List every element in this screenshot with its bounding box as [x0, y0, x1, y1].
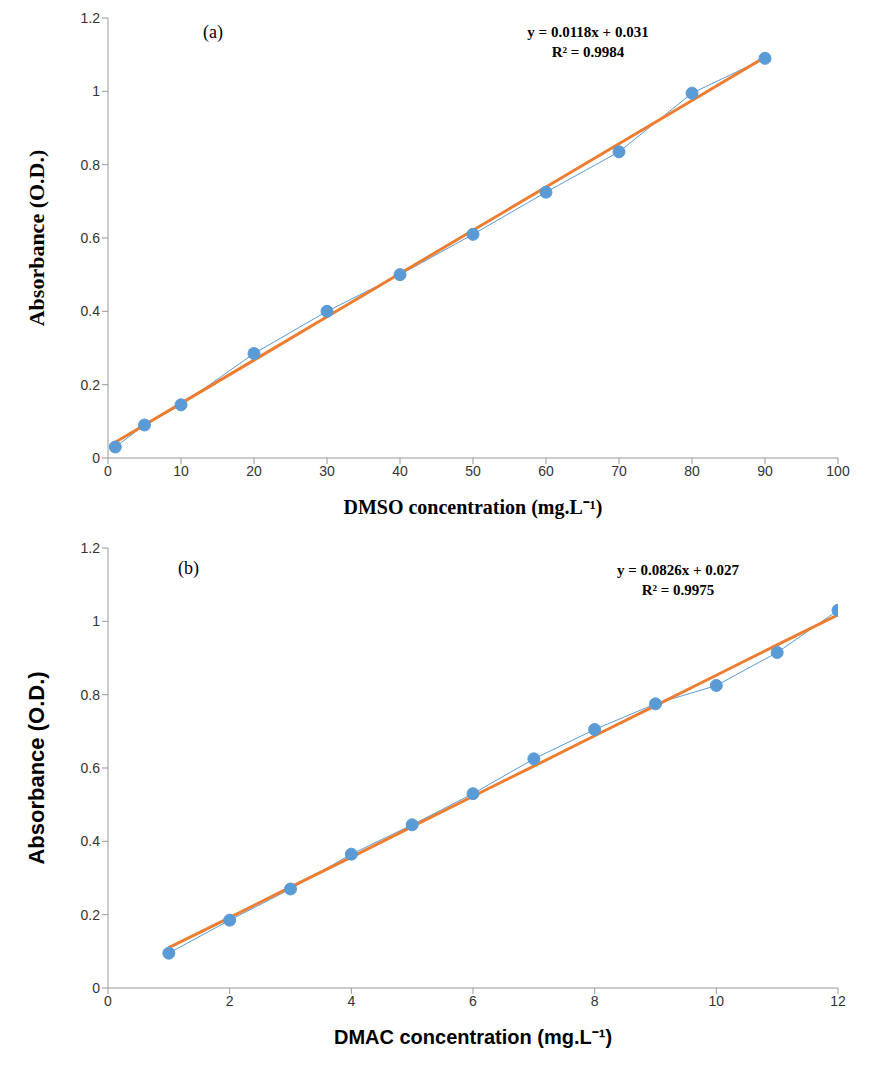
svg-text:4: 4: [347, 993, 355, 1009]
html-text:y = 0.0826x + 0.027: y = 0.0826x + 0.027: [616, 562, 739, 578]
svg-text:0.6: 0.6: [81, 760, 101, 776]
svg-text:0.8: 0.8: [81, 687, 101, 703]
html-text:y = 0.0118x + 0.031: y = 0.0118x + 0.031: [527, 24, 649, 40]
svg-text:2: 2: [226, 993, 234, 1009]
svg-text:20: 20: [246, 463, 262, 479]
svg-text:DMAC concentration (mg.L⁻¹): DMAC concentration (mg.L⁻¹): [334, 1026, 612, 1048]
svg-text:80: 80: [684, 463, 700, 479]
svg-text:Absorbance (O.D.): Absorbance (O.D.): [24, 150, 49, 327]
svg-text:0.6: 0.6: [81, 230, 101, 246]
svg-text:Absorbance (O.D.): Absorbance (O.D.): [24, 671, 49, 864]
svg-text:1: 1: [92, 83, 100, 99]
svg-text:10: 10: [173, 463, 189, 479]
svg-text:40: 40: [392, 463, 408, 479]
svg-text:0.4: 0.4: [81, 303, 101, 319]
svg-text:100: 100: [826, 463, 850, 479]
html-text:R² = 0.9975: R² = 0.9975: [641, 582, 715, 598]
svg-text:12: 12: [830, 993, 846, 1009]
html-text:(b): (b): [178, 558, 199, 578]
svg-text:0.2: 0.2: [81, 377, 101, 393]
svg-text:0.2: 0.2: [81, 907, 101, 923]
svg-text:DMSO concentration (mg.L⁻¹): DMSO concentration (mg.L⁻¹): [343, 496, 602, 519]
svg-text:50: 50: [465, 463, 481, 479]
svg-text:0: 0: [92, 980, 100, 996]
svg-text:90: 90: [757, 463, 773, 479]
html-text:R² = 0.9984: R² = 0.9984: [551, 44, 625, 60]
svg-text:0: 0: [92, 450, 100, 466]
svg-text:1: 1: [92, 613, 100, 629]
svg-text:60: 60: [538, 463, 554, 479]
svg-text:10: 10: [709, 993, 725, 1009]
svg-text:6: 6: [469, 993, 477, 1009]
svg-text:70: 70: [611, 463, 627, 479]
svg-text:30: 30: [319, 463, 335, 479]
svg-text:0.4: 0.4: [81, 833, 101, 849]
svg-text:0: 0: [104, 993, 112, 1009]
svg-text:0: 0: [104, 463, 112, 479]
html-text:(a): (a): [203, 22, 223, 42]
svg-text:1.2: 1.2: [81, 540, 101, 556]
svg-text:1.2: 1.2: [81, 10, 101, 26]
svg-text:8: 8: [591, 993, 599, 1009]
svg-text:0.8: 0.8: [81, 157, 101, 173]
